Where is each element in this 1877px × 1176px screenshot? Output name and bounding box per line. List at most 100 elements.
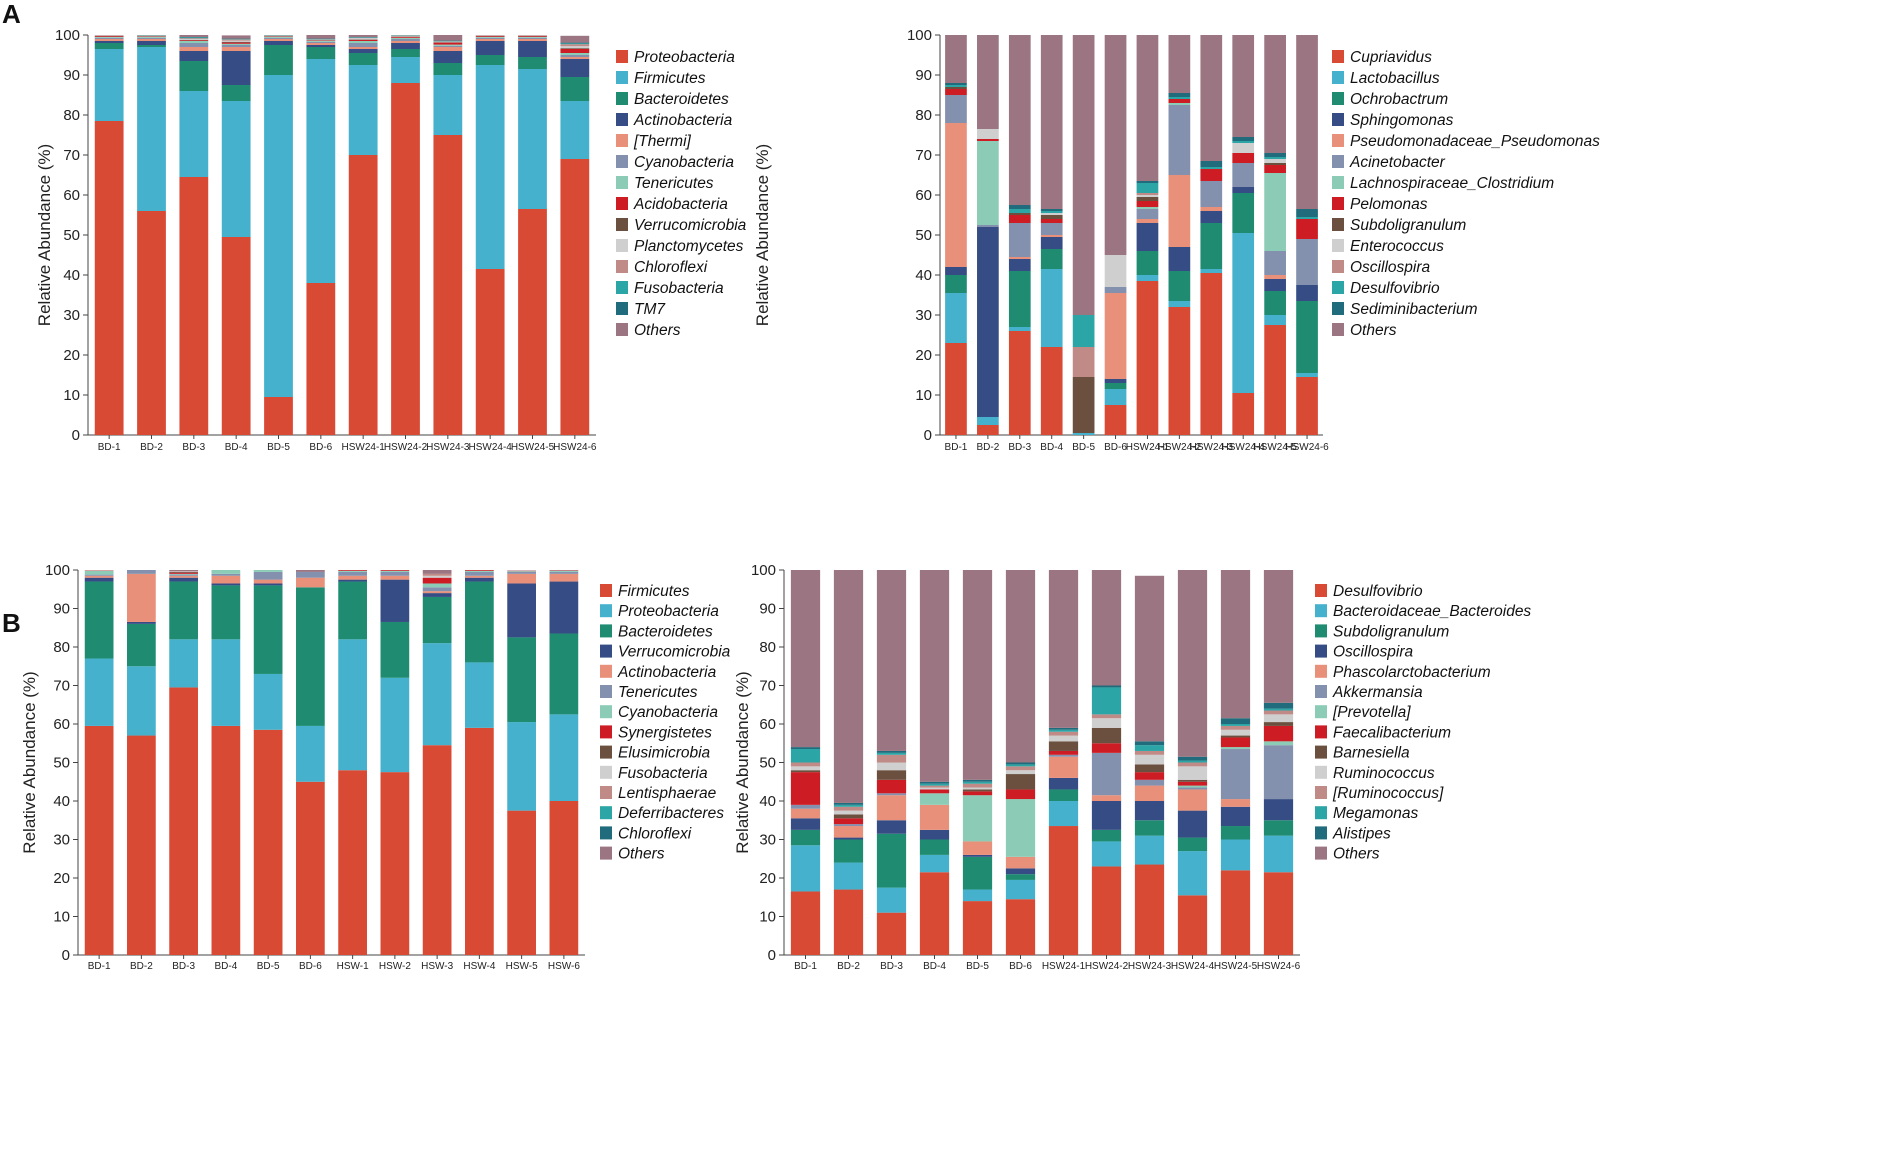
bar-segment-bd-1-acidobacteria bbox=[94, 36, 124, 37]
legend-label-pseudomonadaceae-pseudomonas: Pseudomonadaceae_Pseudomonas bbox=[1350, 133, 1600, 150]
bar-segment-bd-3-tenericutes bbox=[179, 41, 209, 43]
legend-label-proteobacteria: Proteobacteria bbox=[618, 603, 719, 620]
bar-segment-bd-6-sphingomonas bbox=[1104, 379, 1127, 383]
bar-segment-bd-6-subdoligranulum bbox=[1005, 874, 1036, 880]
bar-segment-bd-4-pseudomonadaceae-pseudomonas bbox=[1040, 235, 1063, 237]
bar-segment-hsw24-2-tenericutes bbox=[391, 37, 420, 39]
bar-segment-hsw-3-cyanobacteria bbox=[422, 583, 452, 588]
bar-segment-hsw24-6-chloroflexi bbox=[560, 44, 590, 47]
legend-label-tenericutes: Tenericutes bbox=[634, 175, 714, 192]
bar-segment-hsw24-6-thermi bbox=[560, 57, 590, 59]
legend-label-firmicutes: Firmicutes bbox=[634, 70, 706, 87]
bar-segment-bd-3-sphingomonas bbox=[1008, 259, 1031, 271]
bar-segment-hsw24-3-acinetobacter bbox=[1200, 181, 1223, 207]
bar-segment-bd-5-tenericutes bbox=[253, 571, 283, 580]
bar-segment-hsw-1-actinobacteria bbox=[338, 575, 367, 580]
bar-segment-hsw24-5-thermi bbox=[518, 39, 547, 41]
legend-label-others: Others bbox=[1333, 846, 1380, 863]
chart-genus-a: 0 10 20 30 40 50 60 70 80 90 100 Relative Abundance… bbox=[753, 27, 1600, 453]
legend-label-tenericutes: Tenericutes bbox=[618, 684, 698, 701]
y-tick-label: 100 bbox=[55, 27, 80, 44]
bar-segment-bd-4-actinobacteria bbox=[211, 575, 241, 584]
bar-segment-hsw-6-verrucomicrobia bbox=[549, 581, 579, 634]
bar-segment-bd-4-firmicutes bbox=[221, 101, 251, 237]
bar-segment-bd-6-cupriavidus bbox=[1104, 405, 1127, 435]
bar-segment-bd-1-ochrobactrum bbox=[945, 275, 967, 293]
legend-swatch-subdoligranulum bbox=[1315, 624, 1327, 638]
bar-segment-hsw24-2-actinobacteria bbox=[391, 43, 420, 49]
y-tick-label: 70 bbox=[759, 678, 776, 695]
legend-swatch-lactobacillus bbox=[1332, 71, 1344, 84]
bar-segment-hsw24-2-desulfovibrio bbox=[1168, 97, 1191, 99]
bar-segment-bd-5-prevotella bbox=[962, 795, 993, 842]
panel-label-a: A bbox=[2, 0, 21, 29]
legend-label-alistipes: Alistipes bbox=[1332, 825, 1391, 842]
y-tick-label: 80 bbox=[53, 639, 70, 656]
bar-segment-hsw24-6-cupriavidus bbox=[1296, 377, 1318, 435]
bar-segment-hsw24-6-proteobacteria bbox=[560, 159, 590, 435]
legend-label-ochrobactrum: Ochrobactrum bbox=[1350, 91, 1448, 108]
bar-segment-bd-2-pelomonas bbox=[977, 139, 999, 141]
bar-segment-hsw-4-bacteroidetes bbox=[465, 581, 494, 663]
y-tick-label: 70 bbox=[63, 147, 80, 164]
bar-segment-bd-3-bacteroidetes bbox=[179, 61, 209, 91]
y-tick-label: 40 bbox=[759, 793, 776, 810]
legend-label-fusobacteria: Fusobacteria bbox=[634, 280, 724, 297]
y-axis-label: Relative Abundance (%) bbox=[753, 144, 772, 326]
bar-segment-bd-3-alistipes bbox=[876, 750, 907, 753]
bar-segment-hsw24-5-desulfovibrio bbox=[1220, 870, 1251, 955]
legend-label-verrucomicrobia: Verrucomicrobia bbox=[634, 217, 747, 234]
bar-segment-bd-6-bacteroidaceae-bacteroides bbox=[1005, 879, 1036, 900]
bar-segment-hsw24-3-pseudomonadaceae-pseudomonas bbox=[1200, 207, 1223, 211]
y-tick-label: 100 bbox=[45, 562, 70, 579]
y-tick-label: 20 bbox=[53, 870, 70, 887]
legend-label-acidobacteria: Acidobacteria bbox=[633, 196, 728, 213]
bar-segment-bd-3-firmicutes bbox=[169, 687, 198, 955]
bar-segment-bd-5-actinobacteria bbox=[253, 579, 283, 584]
bar-segment-bd-4-tenericutes bbox=[211, 573, 241, 576]
y-axis-label: Relative Abundance (%) bbox=[35, 144, 54, 326]
bar-segment-bd-5-ruminococcus bbox=[962, 783, 993, 788]
bar-segment-bd-6-thermi bbox=[306, 43, 336, 45]
bar-segment-hsw24-2-others bbox=[1168, 35, 1191, 93]
y-tick-label: 60 bbox=[759, 716, 776, 733]
bar-segment-bd-4-ochrobactrum bbox=[1040, 249, 1063, 269]
bar-segment-bd-3-cyanobacteria bbox=[179, 43, 209, 47]
legend-label-actinobacteria: Actinobacteria bbox=[633, 112, 733, 129]
bar-segment-hsw24-2-acinetobacter bbox=[1168, 105, 1191, 175]
bar-segment-hsw24-1-barnesiella bbox=[1048, 741, 1079, 751]
legend-swatch-prevotella bbox=[1315, 705, 1327, 719]
bar-segment-hsw24-2-subdoligranulum bbox=[1091, 829, 1122, 842]
bar-segment-bd-1-firmicutes bbox=[84, 725, 114, 955]
bar-segment-hsw-5-verrucomicrobia bbox=[507, 583, 536, 638]
legend-label-sediminibacterium: Sediminibacterium bbox=[1350, 301, 1478, 318]
x-tick-label-hsw24-2: HSW24-2 bbox=[384, 442, 428, 453]
bar-segment-hsw24-4-subdoligranulum bbox=[1177, 837, 1208, 852]
legend-swatch-others bbox=[600, 846, 612, 860]
bar-segment-hsw24-2-firmicutes bbox=[391, 57, 420, 83]
bar-segment-hsw24-3-bacteroidetes bbox=[433, 63, 463, 75]
bar-segment-hsw-2-cyanobacteria bbox=[380, 570, 410, 572]
y-tick-label: 30 bbox=[915, 307, 932, 324]
bar-segment-hsw-4-verrucomicrobia bbox=[465, 577, 494, 582]
bar-segment-hsw24-3-faecalibacterium bbox=[1134, 772, 1165, 780]
legend-label-deferribacteres: Deferribacteres bbox=[618, 805, 724, 822]
bar-segment-hsw24-2-akkermansia bbox=[1091, 752, 1122, 796]
bar-segment-hsw24-1-ruminococcus bbox=[1048, 735, 1079, 742]
x-tick-label-hsw24-3: HSW24-3 bbox=[426, 442, 470, 453]
legend-swatch-subdoligranulum bbox=[1332, 218, 1344, 231]
y-tick-label: 60 bbox=[53, 716, 70, 733]
bar-segment-bd-1-desulfovibrio bbox=[790, 891, 821, 955]
legend-swatch-others bbox=[1315, 846, 1327, 860]
y-tick-label: 0 bbox=[924, 427, 932, 444]
bar-segment-hsw24-2-barnesiella bbox=[1091, 727, 1122, 744]
bar-segment-hsw24-2-pelomonas bbox=[1168, 99, 1191, 103]
bar-segment-bd-4-sediminibacterium bbox=[1040, 209, 1063, 211]
bar-segment-bd-3-desulfovibrio bbox=[876, 912, 907, 955]
bar-segment-hsw24-5-tenericutes bbox=[518, 37, 547, 38]
bar-segment-hsw24-1-planctomycetes bbox=[348, 38, 378, 40]
y-tick-label: 80 bbox=[915, 107, 932, 124]
bar-segment-hsw24-6-ruminococcus bbox=[1263, 710, 1294, 715]
bar-segment-hsw-3-fusobacteria bbox=[422, 575, 452, 578]
bar-segment-hsw-2-bacteroidetes bbox=[380, 621, 410, 678]
